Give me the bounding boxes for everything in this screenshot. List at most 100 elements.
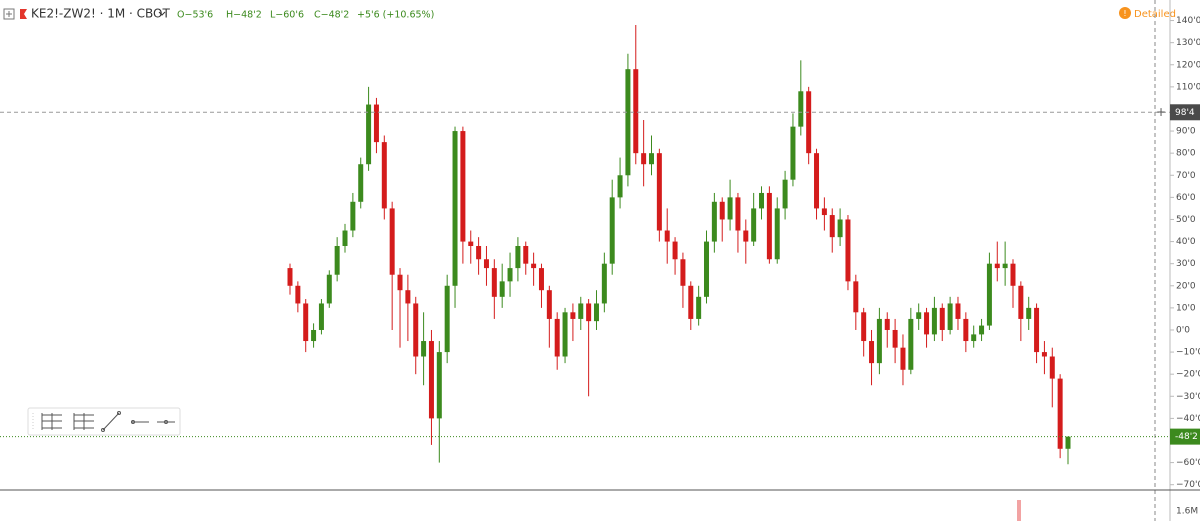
candle-body [373, 104, 379, 143]
candle-body [869, 341, 875, 364]
ohlc-high: H−48'2 [226, 10, 262, 21]
candle-body [421, 341, 427, 357]
candle-body [405, 290, 411, 304]
last-price-label: -48'2 [1175, 432, 1198, 442]
candle-body [1010, 263, 1016, 286]
candle-body [586, 303, 592, 322]
candle-body [326, 274, 332, 304]
candle-body [1049, 356, 1055, 379]
candle-body [389, 208, 395, 275]
candle-body [444, 285, 450, 353]
candle-body [821, 208, 827, 216]
candle-body [876, 318, 882, 364]
candle-body [861, 312, 867, 342]
candle-body [696, 296, 702, 319]
y-tick-label: 80'0 [1176, 149, 1196, 159]
candle-body [766, 192, 772, 260]
candle-body [845, 219, 851, 282]
candle-body [955, 303, 961, 319]
candle-body [318, 303, 324, 330]
candle-body [1002, 263, 1008, 269]
candle-body [759, 192, 765, 209]
candle-body [617, 175, 623, 198]
candle-body [295, 285, 301, 304]
candle-body [562, 312, 568, 357]
y-tick-label: −70'0 [1176, 480, 1200, 490]
candle-body [704, 241, 710, 297]
candle-body [719, 201, 725, 220]
candle-body [774, 208, 780, 260]
candle-body [743, 230, 749, 242]
y-tick-label: 0'0 [1176, 325, 1190, 335]
candle-body [790, 126, 796, 180]
candle-body [688, 285, 694, 319]
status-icon[interactable] [1119, 7, 1131, 19]
candle-body [680, 259, 686, 286]
candle-body [334, 245, 340, 275]
candle-body [1018, 285, 1024, 319]
volume-axis-label: 1.6M [1176, 507, 1198, 517]
candle-body [672, 241, 678, 260]
candle-body [986, 263, 992, 326]
y-tick-label: 110'0 [1176, 82, 1200, 92]
symbol[interactable]: KE2!-ZW2! · 1M · CBOT [31, 7, 170, 21]
y-tick-label: 40'0 [1176, 237, 1196, 247]
candle-body [735, 197, 741, 231]
ohlc-change: +5'6 (+10.65%) [357, 10, 434, 21]
candle-body [413, 303, 419, 357]
candle-body [979, 325, 985, 335]
candle-body [648, 153, 654, 165]
drawing-toolbar[interactable] [27, 407, 181, 436]
status-icon-mark: ! [1123, 9, 1126, 18]
candle-body [287, 268, 293, 286]
candle-body [601, 263, 607, 304]
y-tick-label: 70'0 [1176, 171, 1196, 181]
candle-body [460, 131, 466, 242]
candle-body [892, 329, 898, 348]
candle-body [578, 303, 584, 319]
candle-body [947, 303, 953, 330]
crosshair-price-box [1170, 104, 1200, 121]
candle-body [515, 245, 521, 269]
candle-body [727, 197, 733, 220]
candle-body [994, 263, 1000, 269]
symbol-icon[interactable] [3, 8, 27, 20]
candle-body [546, 290, 552, 319]
candle-body [900, 347, 906, 370]
candle-body [538, 268, 544, 291]
candle-body [531, 263, 537, 269]
candle-body [476, 245, 482, 260]
y-tick-label: 90'0 [1176, 127, 1196, 137]
candle-body [428, 341, 434, 419]
candle-body [593, 303, 599, 322]
candle-body [963, 318, 969, 342]
candle-body [884, 318, 890, 330]
candle-body [468, 241, 474, 246]
candle-body [931, 307, 937, 335]
candle-body [436, 352, 442, 419]
y-tick-label: 10'0 [1176, 303, 1196, 313]
y-tick-label: 50'0 [1176, 215, 1196, 225]
last-price-box [1170, 428, 1200, 445]
candle-body [342, 230, 348, 246]
y-tick-label: 140'0 [1176, 16, 1200, 26]
ohlc-close: C−48'2 [314, 10, 349, 21]
crosshair-plus: + [1156, 105, 1166, 119]
candle-body [829, 215, 835, 238]
candle-body [837, 219, 843, 238]
candle-body [366, 104, 372, 165]
y-tick-label: −20'0 [1176, 370, 1200, 380]
y-tick-label: −30'0 [1176, 392, 1200, 402]
candle-body [507, 268, 513, 282]
candle-body [798, 91, 804, 127]
candle-body [381, 142, 387, 209]
candle-body [971, 334, 977, 342]
dropdown-arrow[interactable] [158, 11, 166, 16]
y-tick-label: −40'0 [1176, 414, 1200, 424]
candle-body [397, 274, 403, 291]
candle-body [358, 164, 364, 202]
candle-body [664, 230, 670, 242]
y-tick-label: 20'0 [1176, 281, 1196, 291]
candle-body [1026, 307, 1032, 319]
